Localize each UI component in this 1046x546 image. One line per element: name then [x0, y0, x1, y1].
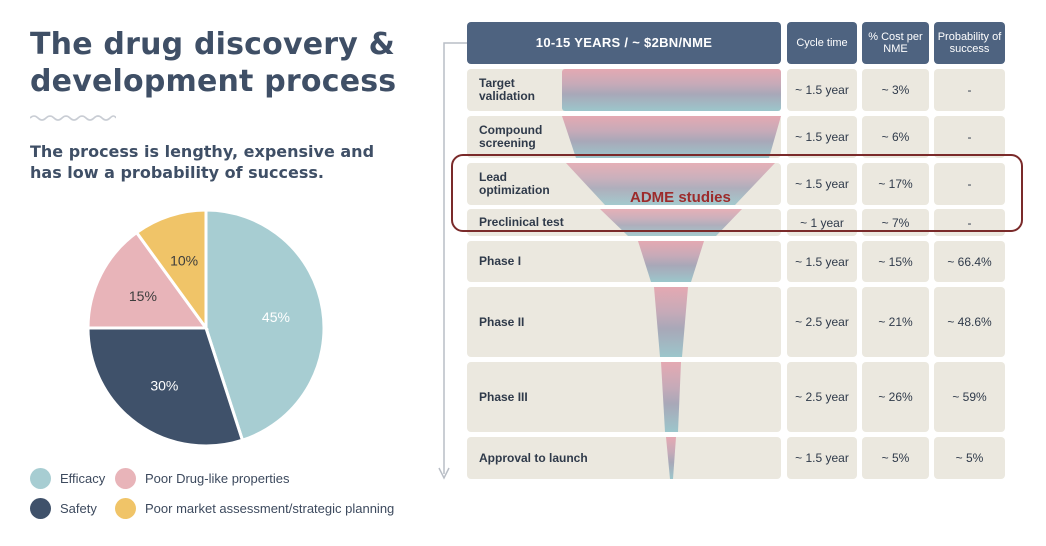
stage-row-bg — [467, 287, 781, 357]
title-line-1: The drug discovery & — [30, 27, 396, 62]
subtitle: The process is lengthy, expensive and ha… — [30, 142, 375, 182]
prob-cell: - — [934, 163, 1005, 205]
funnel-segment — [600, 209, 742, 236]
legend-poor-market: Poor market assessment/strategic plannin… — [115, 498, 394, 519]
stage-label: Preclinical test — [479, 215, 564, 229]
pie-label: 30% — [150, 377, 178, 393]
pie-slice-safety — [86, 326, 245, 448]
adme-highlight-box — [451, 154, 1023, 232]
stage-label: Lead optimization — [479, 170, 550, 197]
cycle-cell: ~ 1.5 year — [787, 437, 857, 479]
legend-label-efficacy: Efficacy — [60, 471, 106, 486]
cost-cell: ~ 15% — [862, 241, 929, 282]
pie-chart: 45% 30% 15% 10% — [86, 210, 326, 448]
pie-slice-poor-market-assessment-strategic-planning — [134, 210, 208, 333]
header-duration-cost: 10-15 YEARS / ~ $2BN/NME — [467, 22, 781, 64]
stage-row-bg — [467, 241, 781, 282]
legend-label-safety: Safety — [60, 501, 97, 516]
prob-cell: ~ 48.6% — [934, 287, 1005, 357]
cost-cell: ~ 17% — [862, 163, 929, 205]
cycle-cell: ~ 2.5 year — [787, 362, 857, 432]
legend-label-poor-drug: Poor Drug-like properties — [145, 471, 290, 486]
stage-label: Target validation — [479, 76, 536, 103]
legend-swatch-safety — [30, 498, 51, 519]
prob-cell: ~ 5% — [934, 437, 1005, 479]
legend-swatch-poor-drug — [115, 468, 136, 489]
header-cost-per-nme: % Cost per NME — [862, 22, 929, 64]
cost-cell: ~ 21% — [862, 287, 929, 357]
stage-label: Phase III — [479, 389, 528, 404]
stage-row-bg — [467, 437, 781, 479]
cycle-cell: ~ 1.5 year — [787, 241, 857, 282]
cost-cell: ~ 5% — [862, 437, 929, 479]
cycle-cell: ~ 1.5 year — [787, 163, 857, 205]
cost-cell: ~ 3% — [862, 69, 929, 111]
prob-cell: ~ 59% — [934, 362, 1005, 432]
funnel-segment — [661, 362, 681, 432]
cost-cell: ~ 6% — [862, 116, 929, 158]
legend-efficacy: Efficacy — [30, 468, 105, 489]
pie-slice-poor-drug-like-properties — [86, 230, 209, 330]
pie-slice-efficacy — [204, 210, 326, 443]
stage-label: Phase I — [479, 254, 522, 268]
pie-label: 10% — [170, 253, 198, 269]
cost-cell: ~ 26% — [862, 362, 929, 432]
legend-poor-drug: Poor Drug-like properties — [115, 468, 290, 489]
funnel-segment — [638, 241, 704, 282]
legend-swatch-poor-market — [115, 498, 136, 519]
title-line-2: development process — [30, 64, 397, 99]
stage-label: Phase II — [479, 314, 525, 329]
wavy-divider — [30, 115, 116, 121]
funnel-segment — [654, 287, 688, 357]
stage-label: Compound screening — [479, 123, 543, 150]
prob-cell: - — [934, 116, 1005, 158]
cycle-cell: ~ 1.5 year — [787, 69, 857, 111]
funnel-segment — [666, 437, 676, 479]
legend-label-poor-market: Poor market assessment/strategic plannin… — [145, 501, 395, 516]
prob-cell: - — [934, 69, 1005, 111]
legend-swatch-efficacy — [30, 468, 51, 489]
cycle-cell: ~ 2.5 year — [787, 287, 857, 357]
header-cycle-time: Cycle time — [787, 22, 857, 64]
funnel-segment — [566, 163, 775, 205]
legend-safety: Safety — [30, 498, 97, 519]
prob-cell: ~ 66.4% — [934, 241, 1005, 282]
stage-label: Approval to launch — [479, 450, 588, 465]
stage-row-bg — [467, 362, 781, 432]
adme-label: ADME studies — [630, 189, 731, 206]
cycle-cell: ~ 1.5 year — [787, 116, 857, 158]
funnel-segment — [562, 116, 781, 158]
pie-label: 45% — [262, 309, 290, 325]
funnel-segment — [562, 69, 781, 111]
page-title: The drug discovery & development process — [30, 26, 396, 100]
pie-label: 15% — [129, 288, 157, 304]
header-probability: Probability of success — [934, 22, 1005, 64]
